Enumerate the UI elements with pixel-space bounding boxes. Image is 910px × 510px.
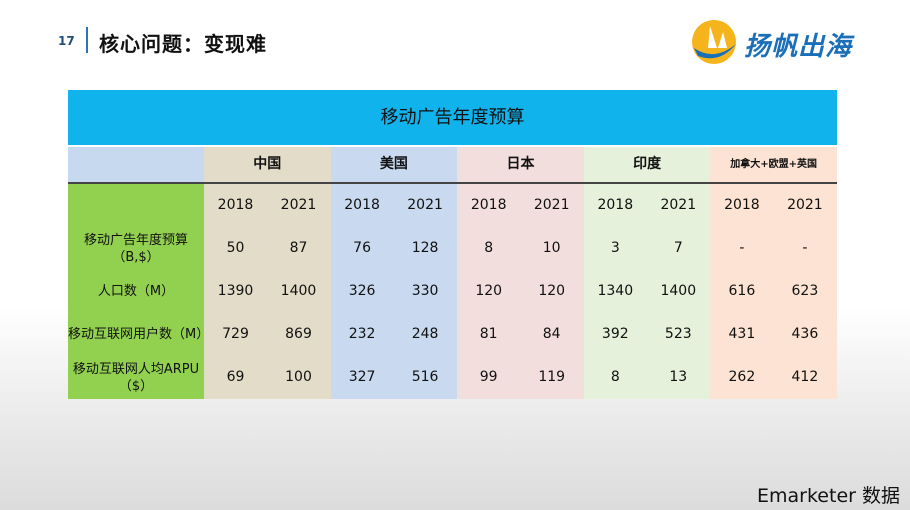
table-cell: 1390: [217, 283, 254, 299]
region-header: 印度: [583, 147, 711, 182]
table-cell: 99: [479, 369, 498, 385]
region-header: 中国: [204, 147, 331, 182]
slide-header: 17 核心问题：变现难 扬帆出海: [0, 0, 910, 80]
table-cell: 50: [226, 240, 245, 256]
row-label: 移动互联网用户数（M）: [68, 327, 210, 342]
table-cell: -: [802, 240, 808, 256]
table-cell: 1400: [660, 283, 697, 299]
table-cell: 76: [353, 240, 371, 256]
row-label: 人口数（M）: [97, 284, 175, 299]
year-cell: 2021: [280, 197, 317, 213]
table-cell: 248: [411, 326, 439, 342]
table-cell: 8: [610, 369, 620, 385]
year-cell: 2021: [533, 197, 570, 213]
table-row: 移动互联网人均ARPU（$） 69 100 327 516 99 119 8 13 262 412: [68, 356, 837, 399]
year-cell: 2018: [470, 197, 507, 213]
region-column-bg: [204, 184, 331, 399]
table-cell: 326: [348, 283, 376, 299]
table-cell: 232: [348, 326, 376, 342]
table-cell: 1340: [597, 283, 634, 299]
table-cell: 8: [484, 240, 494, 256]
year-cell: 2021: [407, 197, 443, 213]
year-row: 2018 2021 2018 2021 2018 2021 2018 2021 2018 2021: [68, 184, 837, 227]
table-cell: 327: [348, 369, 376, 385]
row-label: 移动互联网人均ARPU（$）: [72, 361, 200, 394]
year-cell: 2018: [597, 197, 634, 213]
table-cell: 616: [728, 283, 756, 299]
ad-budget-table: 移动广告年度预算 中国 美国 日本 印度 加拿大+欧盟+英国 2018 2021 2018 2…: [68, 90, 837, 399]
table-cell: 87: [289, 240, 308, 256]
region-header: 加拿大+欧盟+英国: [710, 147, 837, 182]
year-cell: 2018: [724, 197, 760, 213]
region-column-bg: [330, 184, 458, 399]
table-cell: 120: [538, 283, 566, 299]
year-cell: 2018: [344, 197, 380, 213]
table-cell: 128: [411, 240, 439, 256]
table-cell: 869: [285, 326, 312, 342]
table-cell: -: [739, 240, 745, 256]
table-cell: 330: [411, 283, 439, 299]
table-row: 人口数（M） 1390 1400 326 330 120 120 1340 1400 616 623: [68, 270, 837, 313]
table-cell: 120: [475, 283, 503, 299]
row-label-column: [68, 184, 204, 399]
table-cell: 262: [728, 369, 756, 385]
region-column-bg: [457, 184, 584, 399]
table-cell: 100: [285, 369, 312, 385]
data-source-note: Emarketer 数据: [757, 485, 900, 507]
table-cell: 431: [728, 326, 756, 342]
table-cell: 3: [610, 240, 620, 256]
region-header: 日本: [457, 147, 584, 182]
table-cell: 436: [791, 326, 819, 342]
region-column-bg: [583, 184, 711, 399]
table-row: 移动广告年度预算（B,$） 50 87 76 128 8 10 3 7 - -: [68, 227, 837, 270]
year-cell: 2021: [660, 197, 697, 213]
table-cell: 13: [669, 369, 688, 385]
table-cell: 412: [791, 369, 819, 385]
row-label: 移动广告年度预算（B,$）: [83, 232, 188, 265]
table-cell: 392: [601, 326, 629, 342]
table-cell: 10: [542, 240, 561, 256]
year-cell: 2018: [217, 197, 254, 213]
title-divider: [86, 27, 88, 53]
page-number: 17: [58, 34, 75, 48]
year-cell: 2021: [787, 197, 823, 213]
table-cell: 1400: [280, 283, 317, 299]
logo-wordmark: 扬帆出海: [744, 32, 853, 62]
region-header-row: 中国 美国 日本 印度 加拿大+欧盟+英国: [68, 147, 837, 182]
table-cell: 84: [542, 326, 561, 342]
brand-logo: 扬帆出海: [690, 18, 880, 66]
table-cell: 516: [411, 369, 439, 385]
table-cell: 69: [226, 369, 245, 385]
table-cell: 623: [791, 283, 819, 299]
table-title: 移动广告年度预算: [68, 90, 837, 145]
region-column-bg: [710, 184, 837, 399]
sail-logo-icon: [692, 20, 736, 64]
table-cell: 729: [222, 326, 249, 342]
table-body: 2018 2021 2018 2021 2018 2021 2018 2021 2018 2021…: [68, 184, 837, 399]
table-cell: 7: [673, 240, 683, 256]
header-corner-cell: [68, 147, 204, 182]
table-cell: 523: [664, 326, 692, 342]
header-separator: [68, 182, 837, 184]
table-row: 移动互联网用户数（M） 729 869 232 248 81 84 392 523 431 436: [68, 313, 837, 356]
page-title: 核心问题：变现难: [99, 32, 267, 56]
region-header: 美国: [330, 147, 458, 182]
table-cell: 81: [479, 326, 498, 342]
table-cell: 119: [538, 369, 566, 385]
